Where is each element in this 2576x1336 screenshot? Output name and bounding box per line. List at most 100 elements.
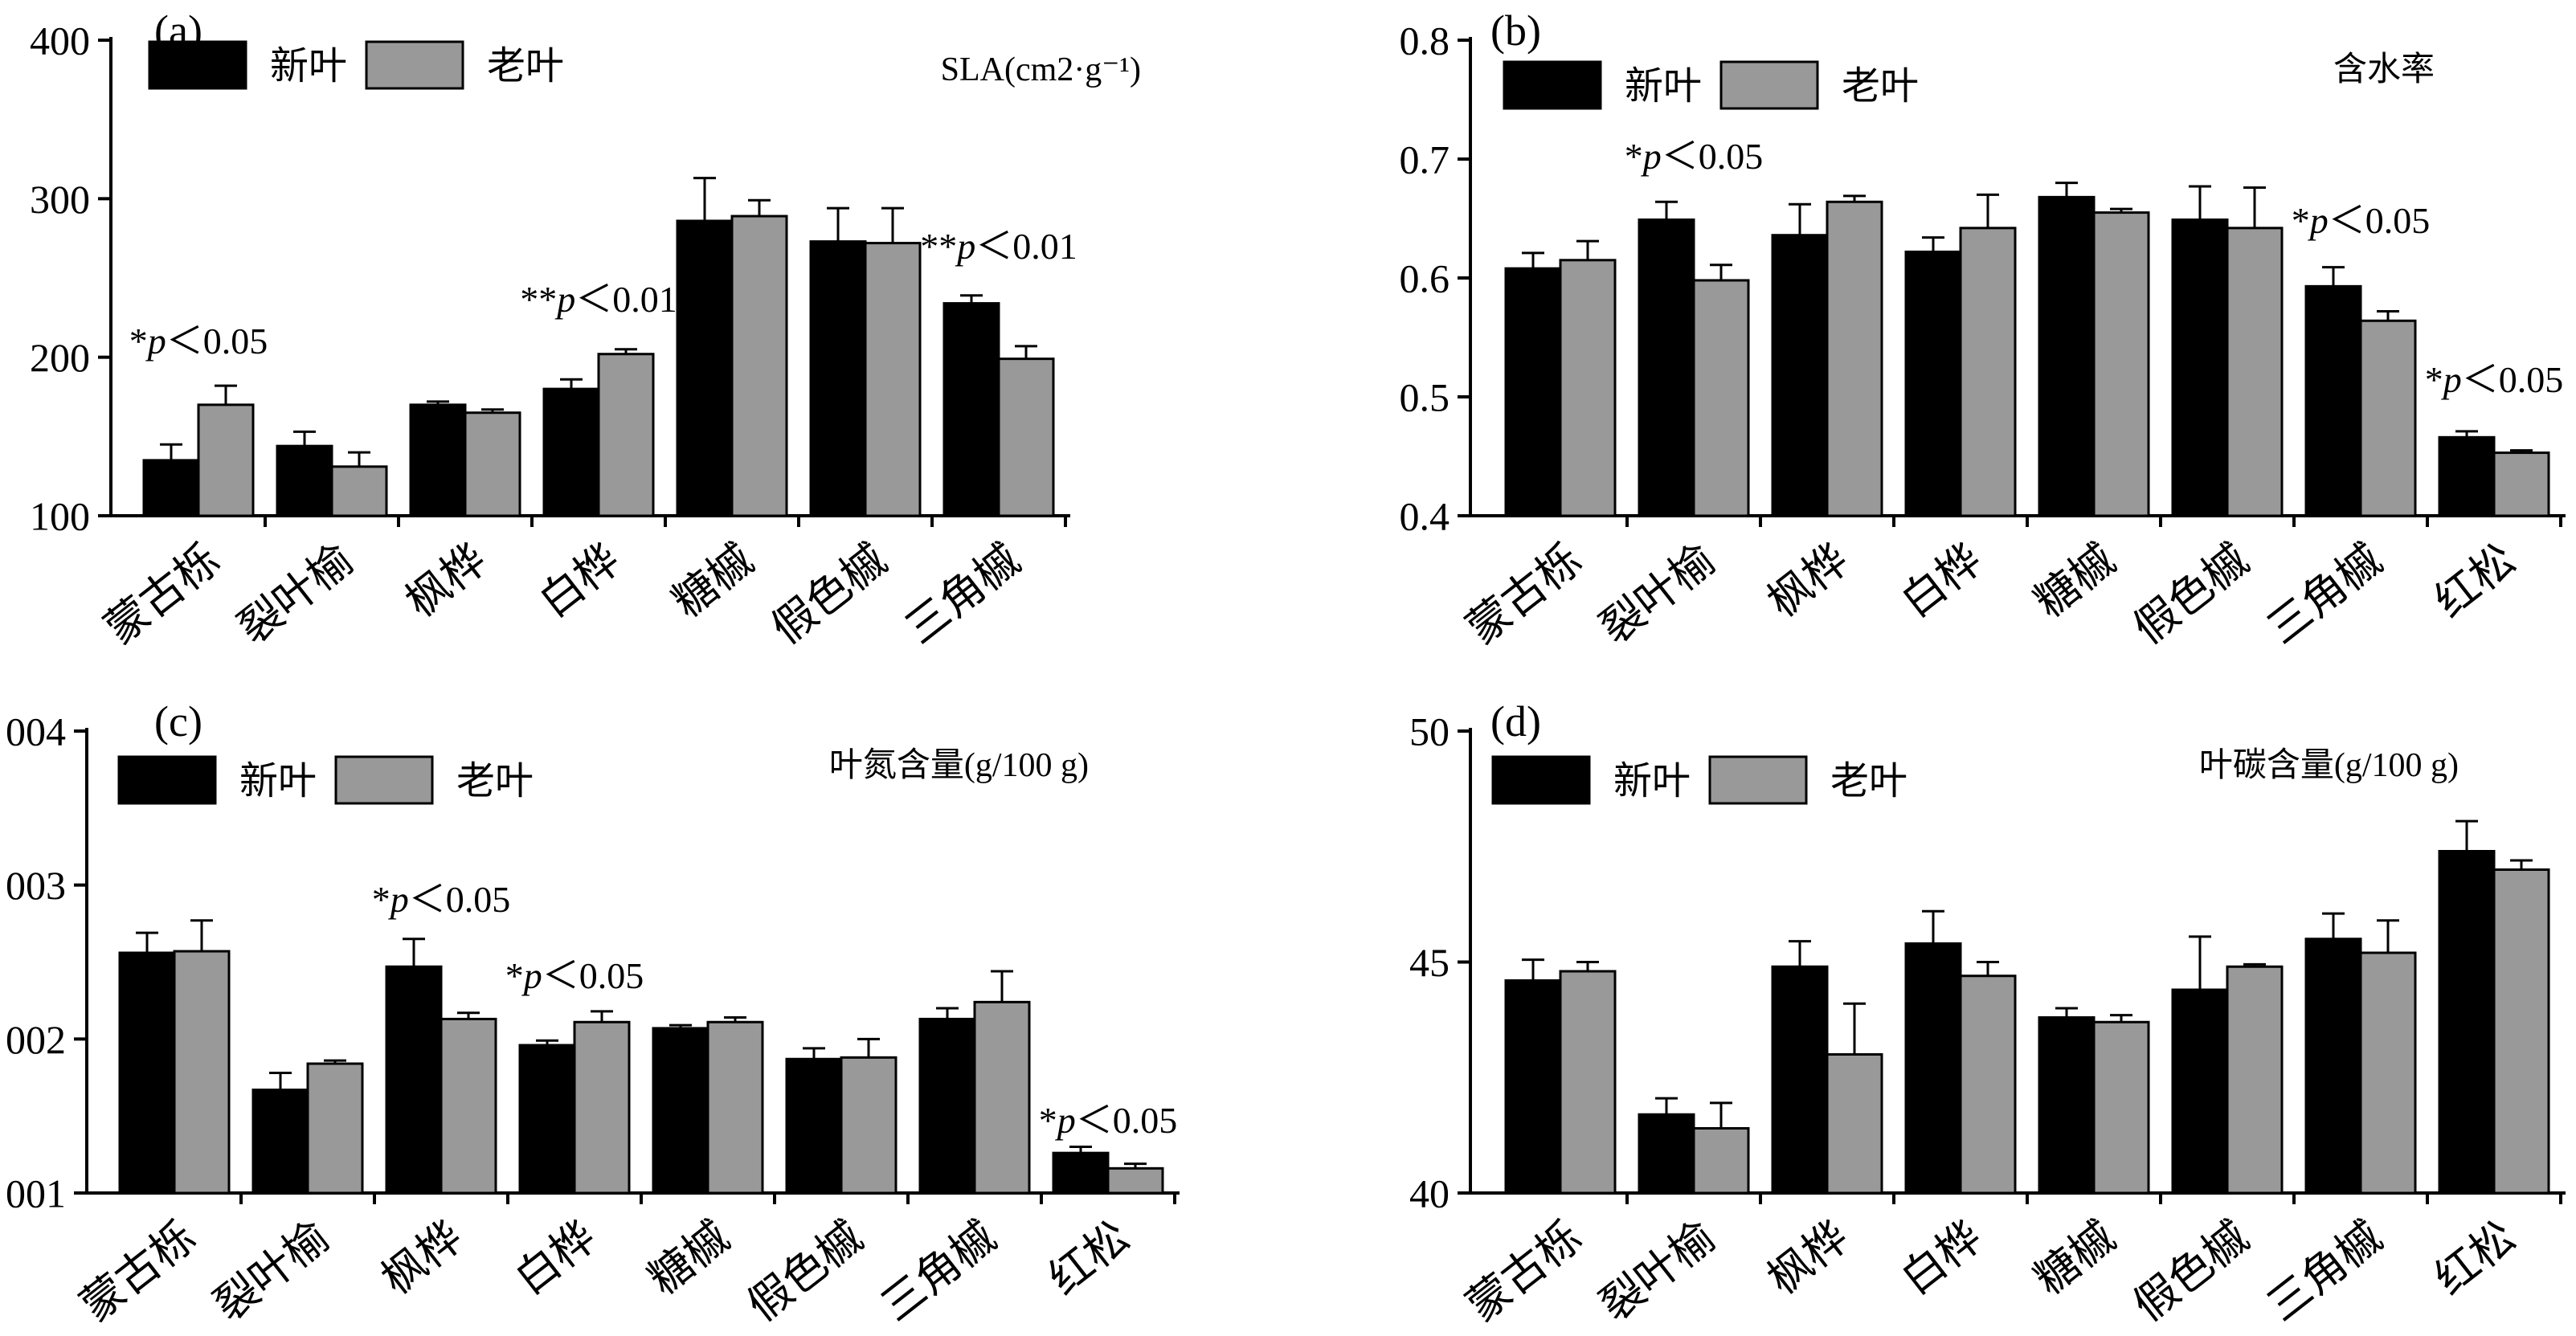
panel-label: (d) [1490, 697, 1541, 746]
x-category-label: 白桦 [1892, 535, 1990, 627]
bar-old-leaf [1959, 227, 2017, 517]
bar-new-leaf [2304, 938, 2362, 1195]
bar-new-leaf [1771, 234, 1829, 517]
legend-swatch [1503, 60, 1602, 110]
bar-new-leaf [652, 1027, 709, 1195]
y-tick-label: 0.8 [1400, 18, 1450, 63]
y-tick-label: 0.5 [1400, 375, 1450, 420]
x-category-label: 蒙古栎 [1458, 1212, 1591, 1330]
x-category-label: 蒙古栎 [1458, 535, 1591, 653]
legend-label: 新叶 [270, 45, 347, 88]
legend-label: 老叶 [456, 760, 534, 803]
bar-old-leaf [864, 242, 922, 517]
x-category-label: 三角槭 [2259, 1212, 2391, 1330]
y-tick-label: 004 [6, 709, 66, 754]
x-category-label: 三角槭 [897, 535, 1029, 653]
x-category-label: 枫桦 [397, 535, 495, 627]
x-category-label: 糖槭 [2026, 535, 2124, 627]
chart-title: SLA(cm2·g⁻¹) [941, 51, 1141, 88]
legend-swatch [1719, 60, 1819, 110]
bar-new-leaf [676, 219, 734, 517]
bar-new-leaf [2304, 284, 2362, 517]
x-category-label: 糖槭 [640, 1212, 738, 1304]
x-category-label: 糖槭 [664, 535, 762, 627]
bar-old-leaf [706, 1020, 764, 1195]
bar-old-leaf [1692, 1127, 1750, 1195]
bar-old-leaf [1826, 200, 1883, 517]
x-category-label: 假色槭 [763, 535, 896, 653]
y-tick-label: 0.7 [1400, 137, 1450, 182]
panel-label: (c) [154, 697, 202, 746]
bar-new-leaf [385, 965, 443, 1195]
chart-panel-b: 0.4 0.5 0.6 0.7 0.8 蒙古栎 裂叶榆 枫桦 白桦 糖槭 假色槭 三角槭 红松 (b) 含水… [1400, 6, 2566, 653]
legend-swatch [334, 755, 434, 805]
bar-new-leaf [1638, 218, 1695, 517]
bar-old-leaf [2359, 951, 2417, 1195]
x-category-label: 裂叶榆 [230, 535, 362, 653]
x-category-label: 三角槭 [2259, 535, 2391, 653]
chart-panel-c: 001 002 003 004 蒙古栎 裂叶榆 枫桦 白桦 糖槭 假色槭 三角槭 红松 (c) 叶氮含量(… [6, 697, 1180, 1330]
bar-new-leaf [251, 1089, 309, 1195]
chart-panel-d: 40 45 50 蒙古栎 裂叶榆 枫桦 白桦 糖槭 假色槭 三角槭 红松 (d) 叶碳含量(g/100 … [1409, 697, 2566, 1330]
x-category-label: 枫桦 [1759, 1212, 1857, 1304]
bar-old-leaf [2492, 451, 2550, 517]
x-category-label: 假色槭 [2125, 1212, 2258, 1330]
bar-old-leaf [440, 1017, 497, 1195]
bar-old-leaf [973, 1000, 1031, 1195]
significance-annotation: *p＜0.05 [2292, 200, 2431, 241]
significance-annotation: **p＜0.01 [920, 226, 1077, 267]
significance-annotation: **p＜0.01 [520, 279, 677, 320]
bar-new-leaf [918, 1017, 976, 1195]
bar-new-leaf [142, 459, 200, 517]
bar-new-leaf [1504, 267, 1562, 517]
legend-label: 新叶 [239, 760, 317, 803]
bar-new-leaf [118, 951, 176, 1195]
x-category-label: 裂叶榆 [206, 1212, 338, 1330]
x-category-label: 白桦 [1892, 1212, 1990, 1304]
bar-old-leaf [573, 1020, 631, 1195]
bar-new-leaf [809, 240, 867, 517]
bar-old-leaf [330, 465, 388, 517]
bar-old-leaf [2492, 868, 2550, 1195]
bar-new-leaf [1904, 942, 1962, 1195]
x-category-label: 假色槭 [739, 1212, 872, 1330]
bar-new-leaf [276, 444, 333, 517]
significance-annotation: *p＜0.05 [129, 321, 268, 362]
x-category-label: 假色槭 [2125, 535, 2258, 653]
legend-swatch [148, 40, 247, 90]
x-category-label: 裂叶榆 [1592, 1212, 1724, 1330]
bar-new-leaf [2438, 435, 2496, 517]
chart-title: 含水率 [2333, 51, 2435, 88]
bar-new-leaf [1638, 1113, 1695, 1195]
bar-old-leaf [464, 411, 521, 517]
bar-old-leaf [1826, 1053, 1883, 1195]
bar-old-leaf [2226, 965, 2284, 1195]
bar-new-leaf [1904, 250, 1962, 517]
bar-new-leaf [2171, 218, 2229, 517]
legend-swatch [1491, 755, 1591, 805]
x-category-label: 枫桦 [373, 1212, 471, 1304]
bar-old-leaf [730, 214, 788, 517]
bar-new-leaf [2038, 1016, 2096, 1195]
bar-old-leaf [2359, 319, 2417, 517]
y-tick-label: 0.4 [1400, 494, 1450, 539]
legend-swatch [1708, 755, 1808, 805]
x-category-label: 白桦 [530, 535, 628, 627]
y-tick-label: 300 [30, 177, 90, 222]
bar-new-leaf [942, 302, 1000, 517]
chart-title: 叶氮含量(g/100 g) [829, 747, 1089, 784]
legend-swatch [365, 40, 464, 90]
bar-new-leaf [542, 387, 600, 517]
bar-new-leaf [409, 403, 467, 517]
x-category-label: 蒙古栎 [72, 1212, 205, 1330]
panel-label: (b) [1490, 6, 1541, 55]
bar-new-leaf [2438, 850, 2496, 1195]
x-category-label: 蒙古栎 [96, 535, 229, 653]
bar-old-leaf [997, 357, 1055, 517]
significance-annotation: *p＜0.05 [1039, 1100, 1178, 1141]
y-tick-label: 50 [1409, 709, 1450, 754]
x-category-label: 红松 [1040, 1212, 1138, 1304]
legend-swatch [117, 755, 217, 805]
